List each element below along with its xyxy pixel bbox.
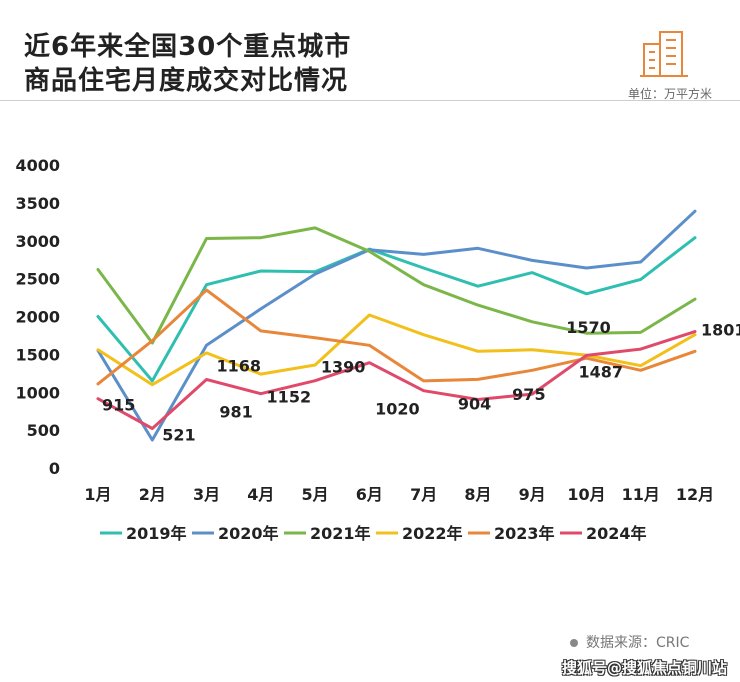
x-tick-label: 5月	[302, 485, 329, 504]
data-label: 904	[458, 395, 491, 414]
y-tick-label: 4000	[15, 156, 60, 175]
data-label: 1168	[217, 357, 262, 376]
x-tick-label: 11月	[622, 485, 660, 504]
x-tick-label: 4月	[247, 485, 274, 504]
legend-label: 2020年	[218, 524, 279, 543]
legend-label: 2023年	[494, 524, 555, 543]
chart-title: 近6年来全国30个重点城市 商品住宅月度成交对比情况	[24, 30, 351, 98]
data-label: 915	[102, 396, 135, 415]
x-tick-label: 10月	[567, 485, 605, 504]
watermark: 搜狐号@搜狐焦点铜川站	[562, 659, 728, 677]
x-tick-label: 8月	[464, 485, 491, 504]
series-line-2019年	[96, 236, 697, 383]
x-tick-label: 2月	[139, 485, 166, 504]
series-line-2023年	[96, 288, 697, 386]
data-label: 1152	[267, 388, 312, 407]
y-tick-label: 1500	[15, 345, 60, 364]
legend-label: 2024年	[586, 524, 647, 543]
legend-label: 2021年	[310, 524, 371, 543]
series-line-2024年	[96, 330, 697, 430]
line-chart: 0 500 1000 1500 2000 2500 3000 3500 4000 1月 2月 3月 4月…	[15, 156, 740, 543]
source-note: 数据来源：CRIC	[570, 632, 689, 652]
data-label: 1020	[375, 400, 420, 419]
series-line-2021年	[96, 226, 697, 345]
x-tick-label: 6月	[356, 485, 383, 504]
y-tick-label: 500	[27, 421, 60, 440]
legend-label: 2022年	[402, 524, 463, 543]
data-label: 981	[219, 403, 252, 422]
y-tick-label: 1000	[15, 383, 60, 402]
data-label: 1801	[701, 321, 740, 340]
unit-label: 单位：万平方米	[628, 87, 713, 101]
series-line-2020年	[96, 209, 697, 442]
chart-title-line1: 近6年来全国30个重点城市	[24, 32, 352, 62]
title-divider	[0, 100, 740, 101]
chart-title-line2: 商品住宅月度成交对比情况	[24, 66, 349, 96]
legend-label: 2019年	[126, 524, 187, 543]
x-tick-label: 12月	[676, 485, 714, 504]
data-label: 1487	[578, 362, 623, 381]
data-label: 1570	[566, 318, 611, 337]
data-label: 1390	[321, 358, 366, 377]
x-tick-label: 7月	[410, 485, 437, 504]
y-tick-label: 2500	[15, 270, 60, 289]
bullet-icon	[570, 639, 578, 647]
data-label: 521	[162, 426, 195, 445]
series-line-2022年	[96, 313, 697, 387]
data-label: 975	[512, 385, 545, 404]
x-tick-label: 9月	[519, 485, 546, 504]
x-tick-label: 3月	[193, 485, 220, 504]
y-tick-label: 3000	[15, 232, 60, 251]
y-tick-label: 3500	[15, 194, 60, 213]
x-tick-label: 1月	[84, 485, 111, 504]
y-tick-label: 2000	[15, 308, 60, 327]
source-text: 数据来源：CRIC	[586, 635, 690, 651]
building-icon	[640, 31, 688, 77]
y-tick-label: 0	[49, 459, 60, 478]
